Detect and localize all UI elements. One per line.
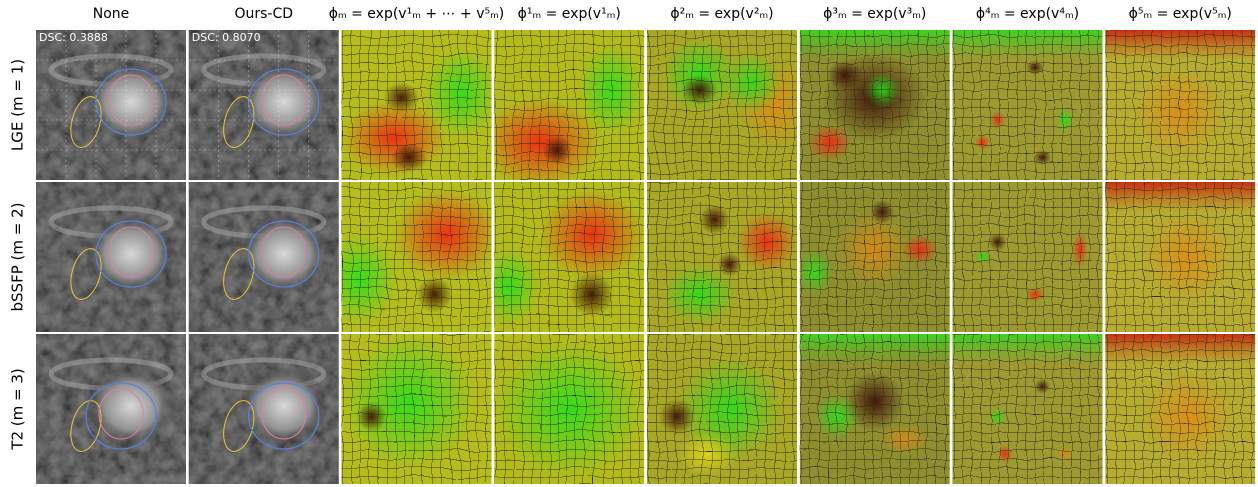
image-cell [794,176,956,338]
image-cell [336,24,500,186]
image-cell [947,24,1109,186]
image-cell [947,328,1109,487]
image-cell [189,334,339,484]
row-label: LGE (m = 1) [9,59,27,151]
dsc-label: DSC: 0.8070 [192,31,261,44]
image-cell [322,176,499,338]
row-label: T2 (m = 3) [9,368,27,450]
figure: None Ours-CD ϕₘ = exp(v¹ₘ + ⋯ + v⁵ₘ) ϕ¹ₘ = … [0,0,1258,487]
column-header: ϕ²ₘ = exp(v²ₘ) [670,6,773,22]
image-cell [479,24,650,188]
image-cell [189,182,339,332]
image-cell [641,176,803,338]
image-cell [479,176,650,338]
image-cell [36,182,186,332]
row-label: bSSFP (m = 2) [9,203,27,312]
column-header: None [93,6,130,22]
image-cell: DSC: 0.8070 [189,30,339,180]
image-cell [794,24,956,186]
image-cell [947,176,1109,338]
image-cell: DSC: 0.3888 [36,30,186,180]
image-cell [641,24,812,186]
image-cell [1099,24,1258,186]
image-cell [1099,176,1258,338]
column-header: Ours-CD [234,6,293,22]
image-cell [1099,328,1258,487]
image-cell [336,328,498,487]
dsc-label: DSC: 0.3888 [39,31,108,44]
column-header: ϕ⁵ₘ = exp(v⁵ₘ) [1129,6,1232,22]
image-cell [488,328,650,487]
column-header: ϕ³ₘ = exp(v³ₘ) [823,6,926,22]
image-cell [794,328,956,487]
column-header: ϕ¹ₘ = exp(v¹ₘ) [518,6,621,22]
column-header: ϕ⁴ₘ = exp(v⁴ₘ) [976,6,1079,22]
image-cell [36,334,186,484]
image-cell [641,328,803,487]
column-header: ϕₘ = exp(v¹ₘ + ⋯ + v⁵ₘ) [329,6,505,22]
